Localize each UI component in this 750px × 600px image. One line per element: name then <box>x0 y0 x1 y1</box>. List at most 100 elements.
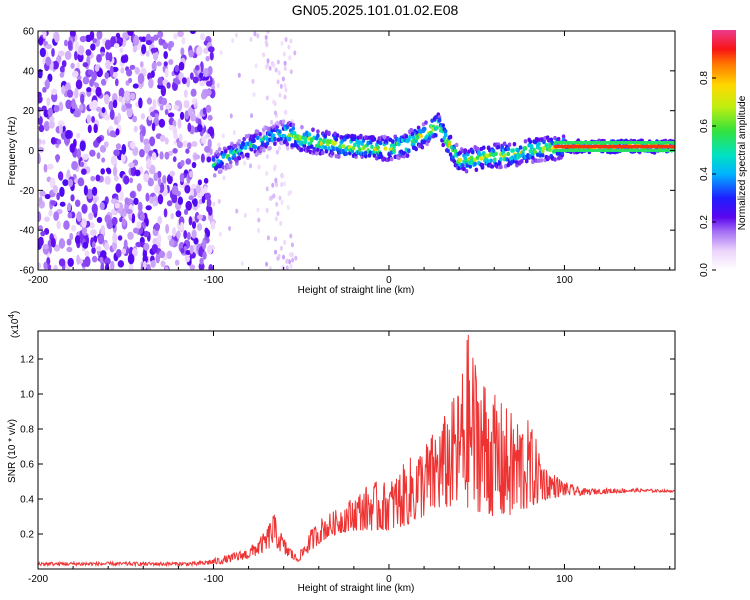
heatmap-cell <box>266 58 270 64</box>
heatmap-cell <box>132 146 139 157</box>
heatmap-cell <box>189 264 196 270</box>
heatmap-cell <box>56 192 61 201</box>
heatmap-cell <box>205 104 212 113</box>
heatmap-cell <box>84 256 91 268</box>
heatmap-cell <box>157 194 164 205</box>
heatmap-cell <box>38 262 42 270</box>
heatmap-cell <box>279 136 283 142</box>
heatmap-cell <box>232 153 237 158</box>
snr-panel: -200 -100 0 100 0.2 0.4 0.6 0.8 1.0 1.2 Height of… <box>7 311 676 594</box>
heatmap-cell <box>275 182 279 188</box>
heatmap-cell <box>172 156 177 163</box>
heatmap-cell <box>168 59 174 65</box>
heatmap-cell <box>241 154 245 159</box>
colorbar-gradient <box>712 30 736 270</box>
heatmap-cell <box>150 260 156 268</box>
x-tick-label: -200 <box>28 275 48 286</box>
heatmap-cell <box>542 146 546 151</box>
heatmap-cell <box>186 76 191 88</box>
heatmap-cell <box>249 163 253 169</box>
heatmap-cell <box>272 62 276 68</box>
heatmap-cell <box>220 161 224 166</box>
heatmap-cell <box>249 147 254 152</box>
heatmap-cell <box>234 32 238 38</box>
heatmap-cell <box>70 62 75 69</box>
heatmap-cell <box>489 158 493 163</box>
heatmap-cell <box>283 83 287 89</box>
heatmap-cell <box>228 163 233 169</box>
heatmap-cell <box>106 168 112 175</box>
heatmap-cell <box>143 173 150 183</box>
heatmap-cell <box>40 230 46 237</box>
heatmap-cell <box>49 177 56 189</box>
heatmap-cell <box>148 78 154 89</box>
heatmap-cell <box>372 153 377 158</box>
heatmap-cell <box>203 185 208 195</box>
heatmap-cell <box>441 123 445 128</box>
heatmap-cell <box>408 134 412 140</box>
heatmap-cell <box>95 86 102 97</box>
heatmap-cell <box>164 151 170 160</box>
heatmap-cell <box>392 148 396 153</box>
heatmap-cell <box>283 109 287 115</box>
heatmap-cell <box>389 156 394 162</box>
heatmap-cell <box>274 236 278 242</box>
heatmap-cell <box>464 169 469 174</box>
heatmap-cell <box>159 151 164 160</box>
colorbar-ticks: 0.0 0.2 0.4 0.6 0.8 <box>699 71 716 277</box>
heatmap-cell <box>113 43 120 49</box>
heatmap-cell <box>283 66 287 72</box>
heatmap-cell <box>99 202 105 210</box>
heatmap-cell <box>147 177 154 187</box>
heatmap-cell <box>129 191 136 199</box>
heatmap-cell <box>206 198 212 207</box>
heatmap-cell <box>46 97 51 107</box>
heatmap-cell <box>156 61 162 67</box>
heatmap-cell <box>479 156 484 161</box>
heatmap-cell <box>280 199 284 205</box>
heatmap-cell <box>469 155 474 160</box>
heatmap-cell <box>42 244 49 250</box>
heatmap-cell <box>188 106 193 117</box>
heatmap-cell <box>96 136 102 143</box>
heatmap-cell <box>171 193 178 204</box>
heatmap-cell <box>322 139 326 145</box>
heatmap-cell <box>79 35 87 43</box>
heatmap-cell <box>117 37 124 44</box>
heatmap-cell <box>167 112 175 118</box>
heatmap-cell <box>63 39 68 47</box>
heatmap-cell <box>43 261 48 270</box>
heatmap-cell <box>129 92 136 100</box>
heatmap-cell <box>291 126 296 131</box>
heatmap-cell <box>300 125 304 130</box>
heatmap-cell <box>139 61 144 68</box>
heatmap-cell <box>185 158 192 165</box>
heatmap-cell <box>237 155 242 161</box>
heatmap-cell <box>157 76 164 86</box>
heatmap-cell <box>285 258 289 264</box>
heatmap-cell <box>256 33 260 39</box>
heatmap-cell <box>108 52 113 63</box>
heatmap-cell <box>91 115 95 123</box>
heatmap-cell <box>133 125 138 133</box>
heatmap-cell <box>278 145 282 151</box>
heatmap-cell <box>167 234 172 241</box>
heatmap-cell <box>273 164 277 170</box>
heatmap-cell <box>286 204 290 210</box>
heatmap-cell <box>152 200 157 207</box>
heatmap-cell <box>303 139 308 144</box>
heatmap-cell <box>91 246 96 255</box>
heatmap-cell <box>42 86 47 93</box>
heatmap-cell <box>169 170 175 177</box>
heatmap-cell <box>86 188 94 200</box>
heatmap-cell <box>285 124 289 130</box>
heatmap-cell <box>159 134 166 142</box>
x-tick-label: 0 <box>386 275 392 286</box>
heatmap-cell <box>146 97 153 105</box>
heatmap-cell <box>105 51 110 62</box>
heatmap-cell <box>323 145 328 150</box>
heatmap-cell <box>145 192 150 202</box>
heatmap-cell <box>207 65 213 76</box>
heatmap-cell <box>189 72 194 80</box>
heatmap-cell <box>38 196 43 205</box>
